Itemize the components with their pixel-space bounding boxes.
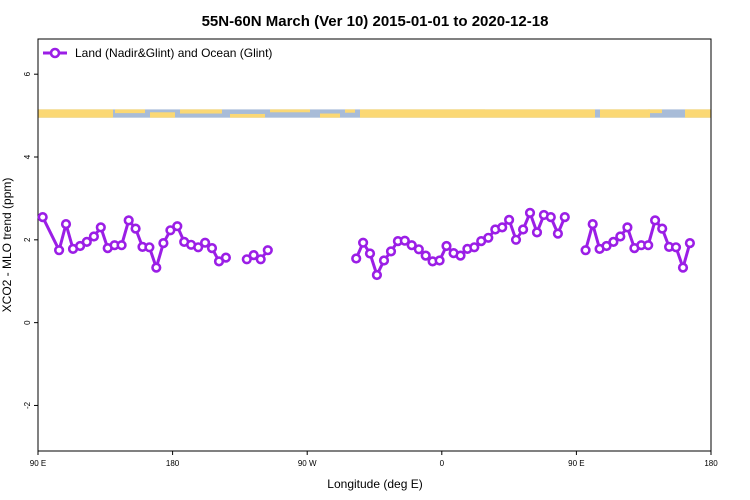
data-point [608,236,619,247]
data-point [677,262,689,273]
plot-frame [37,38,712,452]
x-tick-label: 90 E [30,459,46,468]
data-point [524,207,536,218]
data-point [37,212,48,223]
data-point [165,225,176,236]
data-point [130,223,141,234]
data-point [193,242,204,253]
y-tick-label: 6 [23,71,32,76]
data-point [158,238,169,249]
x-tick-label: 90 E [568,459,584,468]
data-point [413,244,424,255]
map-strip-land [600,109,650,118]
y-tick-label: -2 [23,401,32,409]
map-strip-land [270,109,310,113]
data-point [601,240,612,252]
data-point [206,243,218,254]
data-point [95,222,106,233]
data-point [483,232,494,243]
data-point [116,240,127,251]
data-point [587,219,598,230]
data-point [255,254,266,265]
data-point [364,248,376,259]
data-point [531,227,543,238]
data-point [643,240,654,251]
data-point [510,234,522,245]
x-tick-label: 180 [166,459,180,468]
map-strip-land [360,109,595,118]
data-point [60,219,72,230]
map-strip-land [38,109,113,118]
x-axis: 90 E 180 90 W 0 90 E 180 [30,451,718,468]
data-point [649,215,661,226]
series-line [354,211,567,277]
data-point [358,237,369,248]
legend-label: Land (Nadir&Glint) and Ocean (Glint) [75,46,272,60]
map-strip-land [150,112,175,118]
series-layer [37,207,696,281]
data-point [88,231,99,242]
data-point [455,250,466,261]
x-axis-label: Longitude (deg E) [327,477,422,491]
data-point [622,222,633,233]
map-strip-land [115,109,145,114]
data-point [123,215,134,226]
legend: Land (Nadir&Glint) and Ocean (Glint) [43,46,272,60]
data-point [420,250,431,261]
legend-marker [49,47,61,59]
data-point [241,254,252,265]
data-point [385,246,397,257]
data-point [517,224,529,235]
data-point [200,237,211,248]
x-tick-label: 180 [704,459,718,468]
data-point [53,245,65,256]
data-point [684,238,696,249]
data-point [262,245,273,256]
data-point [580,245,591,256]
map-strip-land [345,109,355,113]
data-point [441,240,452,252]
map-strip-land [320,113,340,118]
map-strip-land [430,113,470,118]
data-point [559,212,570,223]
chart-title: 55N-60N March (Ver 10) 2015-01-01 to 202… [202,13,549,30]
data-point [545,212,556,223]
map-strip-land [648,109,662,114]
y-axis: -2 0 2 4 6 [23,71,38,409]
map-strip-land [460,109,485,113]
data-point [552,228,564,239]
y-tick-label: 4 [23,154,32,159]
map-strip-land [180,109,222,114]
data-point [378,255,390,266]
data-point [220,252,231,263]
data-point [615,231,626,242]
data-point [406,240,417,251]
y-tick-label: 0 [23,320,32,325]
data-point [144,242,155,253]
data-point [504,214,515,225]
data-point [151,262,162,273]
data-point [81,236,92,247]
data-point [172,221,183,232]
data-point [657,223,668,234]
data-point [399,235,410,246]
y-axis-label: XCO2 - MLO trend (ppm) [0,178,14,313]
map-strip [38,109,711,118]
y-tick-label: 2 [23,237,32,242]
data-point [469,242,480,253]
data-point [497,222,508,233]
data-point [434,255,445,266]
data-point [670,242,682,253]
map-strip-land [230,113,265,118]
data-point [371,269,383,281]
map-strip-land [685,109,711,118]
data-point [248,250,259,261]
x-tick-label: 0 [440,459,445,468]
x-tick-label: 90 W [298,459,317,468]
data-point [351,253,362,264]
